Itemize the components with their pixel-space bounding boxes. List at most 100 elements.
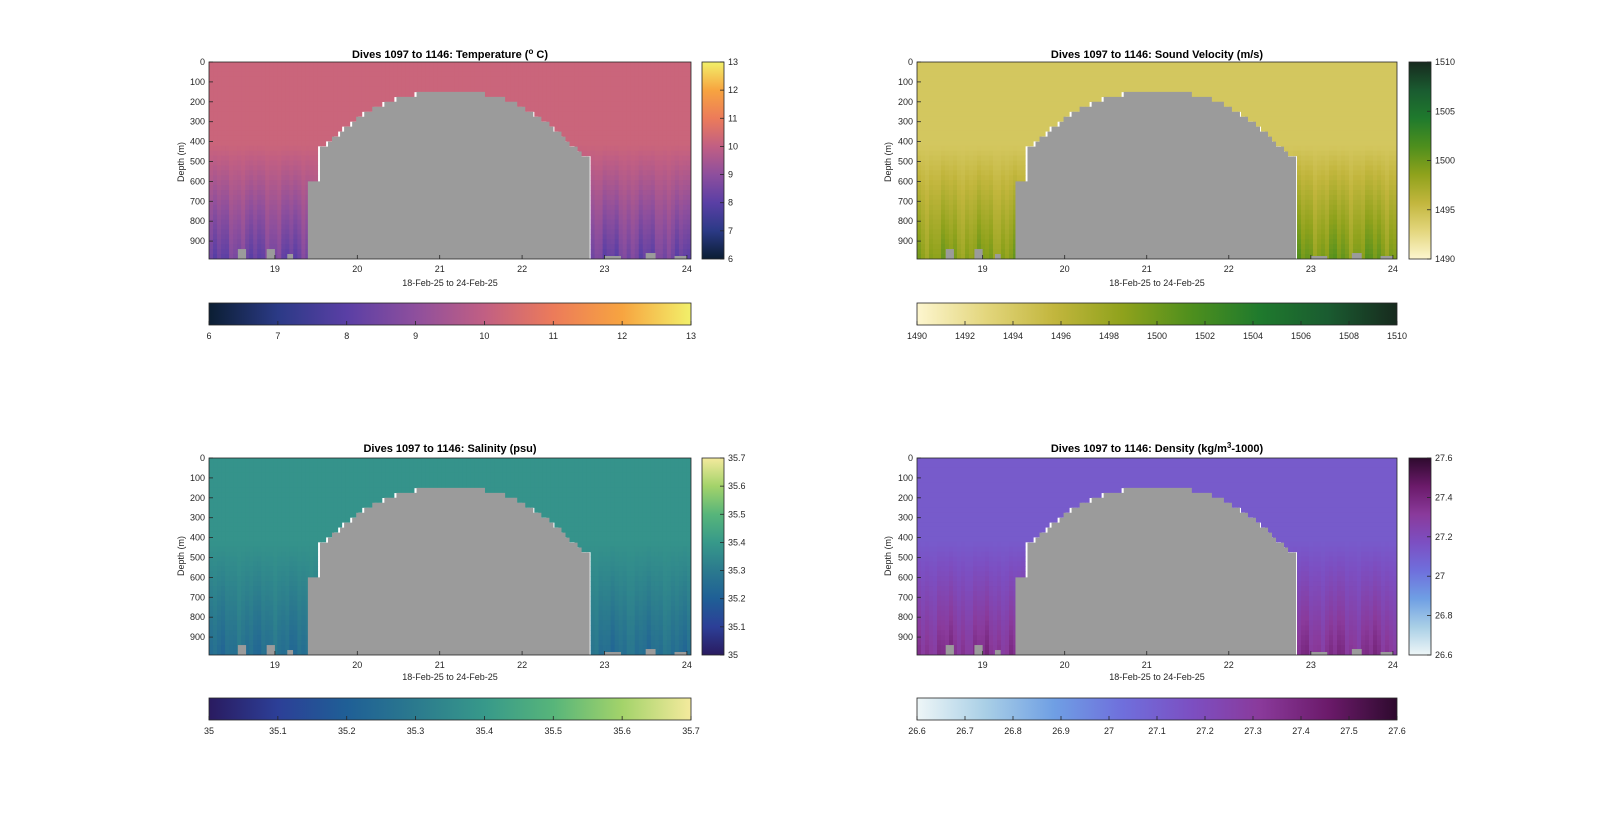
sound-velocity-cell — [1261, 101, 1266, 107]
temperature-cell — [530, 106, 535, 112]
temperature-cell — [385, 76, 391, 83]
temperature-cell — [285, 150, 290, 157]
temperature-cell — [281, 229, 286, 235]
temperature-cell — [217, 62, 222, 68]
temperature-cell — [686, 111, 691, 117]
sound-velocity-cell — [1317, 165, 1322, 171]
sound-velocity-cell — [921, 234, 926, 240]
sound-velocity-cell — [921, 160, 926, 167]
sound-velocity-cell — [965, 194, 970, 201]
sound-velocity-cell — [1293, 130, 1298, 137]
temperature-cell — [277, 224, 282, 231]
temperature-cell — [445, 66, 451, 73]
sound-velocity-cell — [969, 135, 974, 142]
temperature-cell — [221, 111, 226, 117]
sound-velocity-cell — [1005, 160, 1010, 167]
sound-velocity-cell — [997, 96, 1002, 102]
temperature-cell — [217, 219, 222, 226]
sound-velocity-cell — [1325, 76, 1330, 83]
temperature-cell — [502, 62, 507, 68]
temperature-cell — [594, 116, 600, 122]
temperature-cell — [474, 71, 479, 78]
temperature-cell — [634, 126, 640, 132]
temperature-cell — [646, 170, 652, 176]
temperature-cell — [237, 165, 242, 171]
temperature-cell — [305, 116, 311, 122]
temperature-cell — [281, 66, 286, 73]
temperature-cell — [345, 91, 351, 98]
sound-velocity-cell — [1317, 140, 1322, 147]
temperature-cell — [654, 209, 660, 216]
sound-velocity-cell — [965, 101, 970, 107]
temperature-cell — [273, 190, 278, 196]
temperature-cell — [602, 71, 608, 78]
sound-velocity-cell — [1321, 86, 1326, 93]
temperature-cell — [610, 145, 616, 152]
sound-velocity-cell — [1005, 106, 1010, 112]
sound-velocity-cell — [1137, 81, 1142, 88]
sound-velocity-cell — [1145, 62, 1150, 68]
sound-velocity-cell — [1317, 150, 1322, 157]
temperature-cell — [630, 180, 636, 186]
sound-velocity-cell — [977, 244, 982, 250]
sound-velocity-cell — [997, 234, 1002, 240]
temperature-cell — [329, 116, 335, 122]
sound-velocity-cell — [1065, 66, 1070, 73]
temperature-cell — [610, 62, 616, 68]
temperature-cell — [514, 86, 519, 93]
temperature-cell — [638, 66, 644, 73]
sound-velocity-cell — [997, 175, 1002, 181]
temperature-cell — [253, 249, 258, 255]
sound-velocity-cell — [1017, 86, 1022, 93]
temperature-cell — [610, 175, 616, 181]
temperature-cell — [213, 126, 218, 132]
sound-velocity-cell — [925, 106, 930, 112]
sound-velocity-cell — [1265, 116, 1270, 122]
sound-velocity-cell — [965, 244, 970, 250]
temperature-cell — [241, 170, 246, 176]
sound-velocity-cell — [981, 254, 986, 259]
sound-velocity-cell — [1037, 101, 1042, 107]
temperature-cell — [554, 111, 560, 117]
temperature-cell — [534, 71, 539, 78]
temperature-cell — [542, 66, 547, 73]
sound-velocity-cell — [1305, 140, 1310, 147]
temperature-cell — [265, 135, 270, 142]
temperature-cell — [289, 81, 294, 88]
sound-velocity-cell — [969, 185, 974, 191]
temperature-cell — [538, 81, 543, 88]
sound-velocity-cell — [1201, 91, 1206, 98]
temperature-cell — [433, 86, 439, 93]
temperature-cell — [261, 175, 266, 181]
temperature-cell — [666, 76, 672, 83]
temperature-cell — [638, 160, 644, 167]
temperature-cell — [241, 229, 246, 235]
sound-velocity-cell — [1313, 140, 1318, 147]
temperature-cell — [257, 190, 262, 196]
temperature-cell — [598, 185, 604, 191]
sound-velocity-cell — [1069, 66, 1074, 73]
temperature-cell — [237, 239, 242, 245]
temperature-cell — [329, 126, 335, 132]
temperature-cell — [289, 204, 294, 211]
sound-velocity-cell — [1009, 135, 1014, 142]
sound-velocity-cell — [1273, 101, 1278, 107]
temperature-cell — [245, 229, 250, 235]
sound-velocity-cell — [1337, 126, 1342, 132]
sound-velocity-cell — [1337, 180, 1342, 186]
temperature-cell — [213, 66, 218, 73]
temperature-cell — [678, 190, 684, 196]
sound-velocity-cell — [1017, 111, 1022, 117]
sound-velocity-cell — [1241, 106, 1246, 112]
sound-velocity-cell — [1269, 106, 1274, 112]
sound-velocity-cell — [1005, 175, 1010, 181]
temperature-cell — [221, 219, 226, 226]
temperature-cell — [598, 229, 604, 235]
sound-velocity-cell — [1101, 62, 1106, 68]
temperature-cell — [662, 130, 668, 137]
sound-velocity-cell — [1253, 116, 1258, 122]
temperature-cell — [542, 76, 547, 83]
temperature-cell — [530, 96, 535, 102]
temperature-cell — [630, 185, 636, 191]
temperature-cell — [293, 86, 298, 93]
